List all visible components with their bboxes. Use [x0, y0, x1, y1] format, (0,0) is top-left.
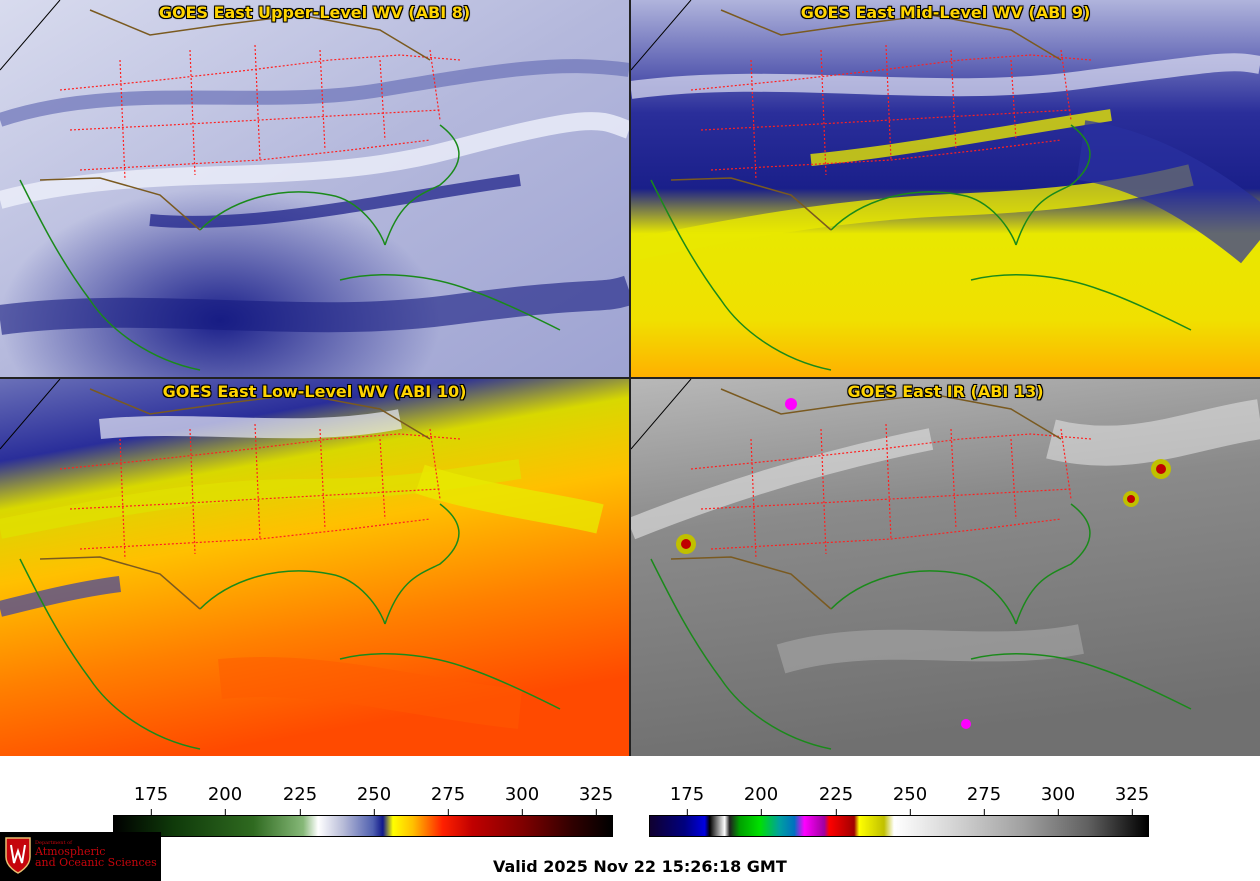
panel-title: GOES East Mid-Level WV (ABI 9) — [800, 3, 1091, 22]
valid-time: Valid 2025 Nov 22 15:26:18 GMT — [493, 857, 787, 876]
low-level-wv-image — [0, 379, 629, 756]
logo-dept-text: Department of — [35, 840, 72, 846]
logo-line-atmospheric: Atmospheric — [35, 845, 106, 858]
wv-colorbar — [113, 815, 613, 837]
panel-title: GOES East IR (ABI 13) — [847, 382, 1044, 401]
ir-tick: 175 — [669, 784, 705, 816]
panel-title: GOES East Low-Level WV (ABI 10) — [162, 382, 467, 401]
panel-low-level-wv: GOES East Low-Level WV (ABI 10) — [0, 379, 629, 756]
mid-level-wv-image — [631, 0, 1260, 377]
ir-tick: 225 — [818, 784, 854, 816]
logo-name-text: Atmospheric and Oceanic Sciences — [35, 846, 157, 868]
ir-tick: 250 — [892, 784, 928, 816]
panel-divider-horizontal — [0, 377, 1260, 379]
panel-mid-level-wv: GOES East Mid-Level WV (ABI 9) — [631, 0, 1260, 377]
wv-tick: 300 — [504, 784, 540, 816]
uw-crest-icon — [5, 837, 31, 874]
ir-tick: 300 — [1040, 784, 1076, 816]
ir-tick: 200 — [743, 784, 779, 816]
ir-colorbar-ticks: 175 200 225 250 275 300 325 — [649, 784, 1150, 816]
panel-upper-level-wv: GOES East Upper-Level WV (ABI 8) — [0, 0, 629, 377]
wv-tick: 325 — [578, 784, 614, 816]
ir-image — [631, 379, 1260, 756]
wv-tick: 225 — [282, 784, 318, 816]
wv-colorbar-ticks: 175 200 225 250 275 300 325 — [113, 784, 614, 816]
wv-tick: 275 — [430, 784, 466, 816]
ir-tick: 275 — [966, 784, 1002, 816]
logo-line-oceanic: and Oceanic Sciences — [35, 856, 157, 869]
ir-colorbar — [649, 815, 1149, 837]
upper-level-wv-image — [0, 0, 629, 377]
ir-tick: 325 — [1114, 784, 1150, 816]
panel-title: GOES East Upper-Level WV (ABI 8) — [158, 3, 471, 22]
wv-tick: 175 — [133, 784, 169, 816]
wv-tick: 200 — [207, 784, 243, 816]
aos-logo: Department of Atmospheric and Oceanic Sc… — [0, 832, 161, 881]
panel-ir: GOES East IR (ABI 13) — [631, 379, 1260, 756]
wv-tick: 250 — [356, 784, 392, 816]
